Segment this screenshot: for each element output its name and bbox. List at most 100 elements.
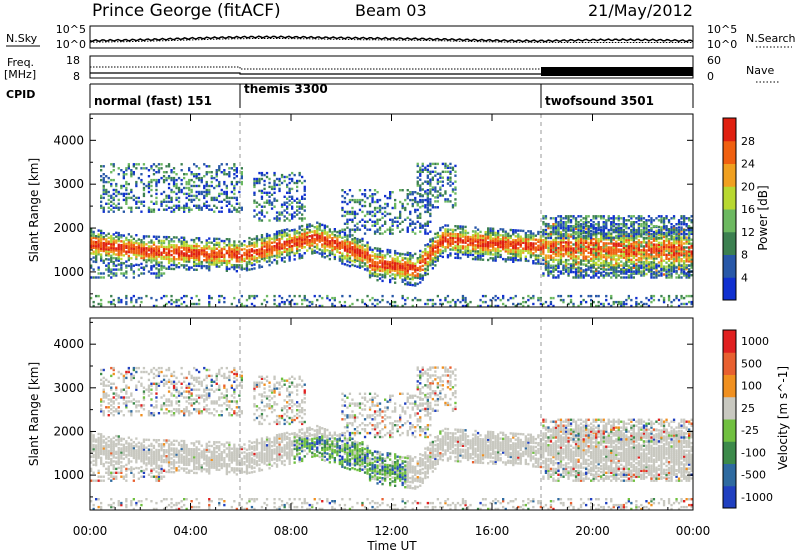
echo-cell xyxy=(245,267,249,270)
echo-cell xyxy=(401,220,404,223)
echo-cell xyxy=(381,267,384,271)
echo-cell xyxy=(389,191,392,194)
echo-cell xyxy=(436,194,439,197)
echo-cell xyxy=(527,304,530,308)
echo-cell xyxy=(233,254,236,257)
echo-cell xyxy=(487,304,490,308)
echo-cell xyxy=(569,226,573,230)
echo-cell xyxy=(592,259,595,262)
echo-cell xyxy=(230,190,233,194)
echo-cell xyxy=(170,263,173,267)
echo-cell xyxy=(296,243,299,247)
echo-cell xyxy=(343,200,347,204)
echo-cell xyxy=(378,204,382,208)
echo-cell xyxy=(230,248,233,251)
echo-cell xyxy=(225,200,228,203)
echo-cell xyxy=(286,234,289,237)
echo-cell xyxy=(419,255,422,259)
echo-cell xyxy=(620,252,623,255)
echo-cell xyxy=(341,294,344,298)
echo-cell xyxy=(223,300,226,304)
echo-cell xyxy=(258,181,261,185)
echo-cell xyxy=(431,162,434,166)
echo-cell xyxy=(474,258,477,261)
echo-cell xyxy=(409,191,412,194)
echo-cell xyxy=(625,234,628,238)
echo-cell xyxy=(567,262,570,266)
echo-cell xyxy=(497,249,500,253)
echo-cell xyxy=(258,203,261,206)
echo-cell xyxy=(253,243,256,246)
echo-cell xyxy=(235,264,238,267)
echo-cell xyxy=(107,210,110,213)
echo-cell xyxy=(625,258,628,261)
echo-cell xyxy=(419,186,422,189)
echo-cell xyxy=(301,302,304,306)
echo-cell xyxy=(132,251,135,254)
echo-cell xyxy=(685,223,688,226)
echo-cell xyxy=(358,250,362,253)
echo-cell xyxy=(667,232,671,236)
echo-cell xyxy=(265,193,269,196)
echo-cell xyxy=(439,226,442,230)
echo-cell xyxy=(657,236,661,240)
echo-cell xyxy=(301,197,304,200)
echo-cell xyxy=(248,254,251,257)
echo-cell xyxy=(183,240,186,243)
echo-cell xyxy=(190,173,193,176)
echo-cell xyxy=(517,259,520,262)
echo-cell xyxy=(233,173,236,176)
echo-cell xyxy=(280,173,284,177)
echo-cell xyxy=(647,247,651,250)
echo-cell xyxy=(240,206,243,209)
echo-cell xyxy=(436,231,439,235)
echo-cell xyxy=(112,192,115,196)
echo-cell xyxy=(426,272,429,276)
echo-cell xyxy=(502,296,505,300)
echo-cell xyxy=(102,178,105,182)
echo-cell xyxy=(446,198,450,201)
echo-cell xyxy=(419,166,422,169)
echo-cell xyxy=(275,230,279,233)
echo-cell xyxy=(248,250,251,254)
echo-cell xyxy=(368,212,372,216)
echo-cell xyxy=(268,191,271,194)
echo-cell xyxy=(321,235,324,238)
echo-cell xyxy=(95,254,98,258)
echo-cell xyxy=(431,170,434,173)
echo-cell xyxy=(298,257,301,260)
echo-cell xyxy=(200,266,203,270)
echo-cell xyxy=(140,173,143,176)
echo-cell xyxy=(318,252,321,255)
echo-cell xyxy=(675,246,678,249)
echo-cell xyxy=(190,246,193,250)
echo-cell xyxy=(155,202,158,205)
echo-cell xyxy=(235,196,238,200)
noise-left-tick-top: 10^5 xyxy=(56,23,86,36)
echo-cell xyxy=(115,239,118,242)
echo-cell xyxy=(567,228,570,232)
echo-cell xyxy=(567,253,570,256)
echo-cell xyxy=(444,234,447,237)
echo-cell xyxy=(610,221,613,224)
echo-cell xyxy=(602,238,605,241)
echo-cell xyxy=(215,196,218,200)
echo-cell xyxy=(391,228,394,231)
echo-cell xyxy=(637,217,640,220)
echo-cell xyxy=(193,254,196,258)
echo-cell xyxy=(401,252,404,256)
echo-cell xyxy=(436,257,439,260)
echo-cell xyxy=(401,270,404,274)
echo-cell xyxy=(456,252,460,256)
echo-cell xyxy=(351,240,354,243)
echo-cell xyxy=(220,294,223,298)
echo-cell xyxy=(547,260,550,263)
echo-cell xyxy=(685,250,688,253)
echo-cell xyxy=(389,267,392,270)
echo-cell xyxy=(645,253,648,256)
echo-cell xyxy=(481,300,485,304)
echo-cell xyxy=(469,249,472,253)
echo-cell xyxy=(205,171,208,174)
echo-cell xyxy=(107,202,110,205)
echo-cell xyxy=(193,258,196,261)
